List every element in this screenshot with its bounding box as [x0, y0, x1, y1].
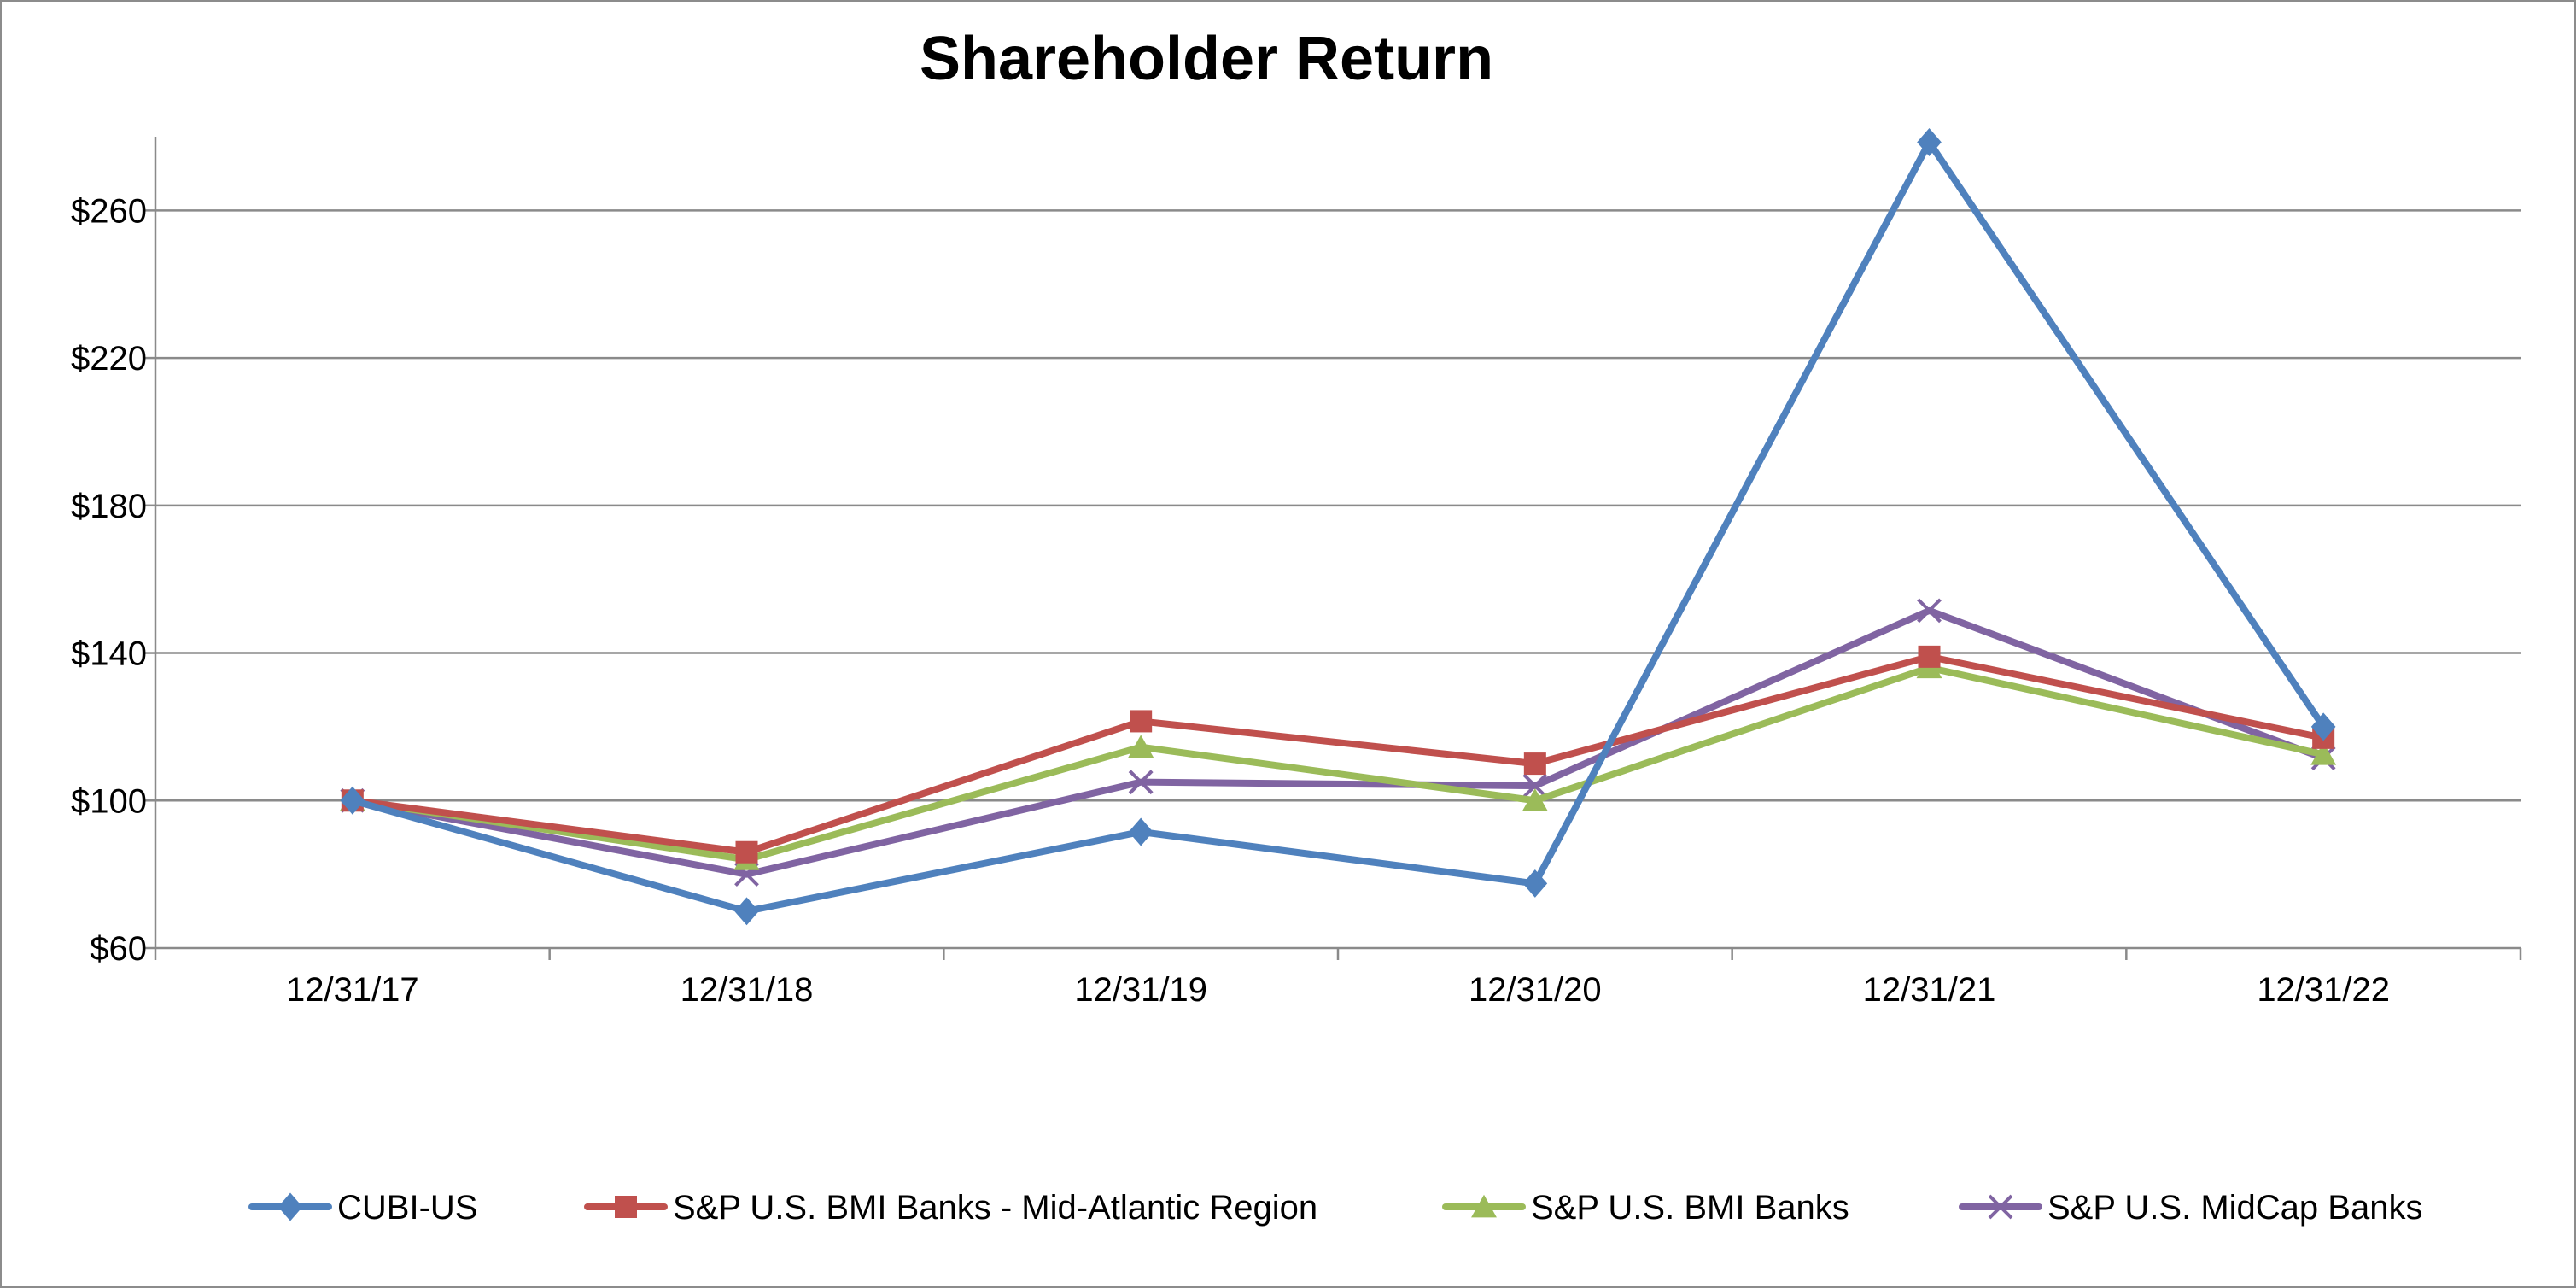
- series-lines: [339, 128, 2337, 926]
- legend-label: S&P U.S. BMI Banks: [1531, 1189, 1849, 1227]
- chart-title: Shareholder Return: [920, 25, 1493, 93]
- x-tick-label: 12/31/20: [1469, 971, 1602, 1009]
- gridlines: [155, 209, 2521, 802]
- x-tick-label: 12/31/19: [1074, 971, 1207, 1009]
- legend-entry-3: S&P U.S. BMI Banks: [1442, 1189, 1849, 1227]
- x-marker-stroke: [1522, 773, 1548, 799]
- legend-entry-2: S&P U.S. BMI Banks - Mid-Atlantic Region: [584, 1189, 1317, 1227]
- x-marker-stroke: [1988, 1194, 2013, 1220]
- y-tick-label: $180: [71, 488, 147, 525]
- legend-swatch-marker: [1471, 1194, 1497, 1218]
- data-point: [1130, 710, 1153, 733]
- x-tick-label: 12/31/18: [681, 971, 814, 1009]
- data-point: [1523, 752, 1546, 776]
- series-line: [348, 664, 2328, 864]
- data-point: [1522, 787, 1548, 811]
- axes: $60 $100 $140 $180 $220 $260 12/31/17 12/31/18 1…: [71, 137, 2522, 1009]
- legend-label: CUBI-US: [337, 1189, 477, 1227]
- data-point: [2310, 712, 2336, 741]
- legend-entry-1: CUBI-US: [248, 1189, 477, 1227]
- data-point: [1918, 645, 1941, 668]
- data-point: [734, 897, 759, 926]
- x-tick-label: 12/31/17: [286, 971, 419, 1009]
- data-point: [340, 786, 365, 815]
- x-marker-stroke: [1917, 598, 1942, 624]
- legend-label: S&P U.S. MidCap Banks: [2047, 1189, 2422, 1227]
- series-2: [341, 645, 2335, 864]
- data-point: [1522, 773, 1548, 799]
- y-tick-label: $260: [71, 192, 147, 230]
- legend-swatch-marker: [615, 1196, 637, 1218]
- y-tick-label: $140: [71, 635, 147, 673]
- y-tick-label: $220: [71, 340, 147, 378]
- y-tick-label: $60: [90, 930, 147, 968]
- data-point: [1917, 128, 1942, 156]
- data-point: [1128, 770, 1154, 795]
- series-line: [348, 606, 2328, 878]
- legend-swatch-marker: [1988, 1194, 2013, 1220]
- data-point: [1522, 869, 1548, 898]
- series-line: [348, 653, 2328, 856]
- legend-entry-4: S&P U.S. MidCap Banks: [1959, 1189, 2422, 1227]
- x-tick-label: 12/31/22: [2257, 971, 2390, 1009]
- series-1: [340, 128, 2336, 926]
- x-marker-stroke: [1128, 770, 1154, 795]
- legend-label: S&P U.S. BMI Banks - Mid-Atlantic Region: [673, 1189, 1317, 1227]
- legend-swatch-marker: [277, 1192, 303, 1221]
- legend: CUBI-US S&P U.S. BMI Banks - Mid-Atlantic…: [248, 1189, 2422, 1227]
- data-point: [735, 840, 758, 864]
- x-tick-label: 12/31/21: [1863, 971, 1996, 1009]
- data-point: [1128, 817, 1154, 846]
- series-line: [348, 138, 2328, 915]
- data-point: [2310, 741, 2337, 765]
- data-point: [1917, 598, 1942, 624]
- y-tick-label: $100: [71, 782, 147, 820]
- data-point: [1128, 735, 1154, 758]
